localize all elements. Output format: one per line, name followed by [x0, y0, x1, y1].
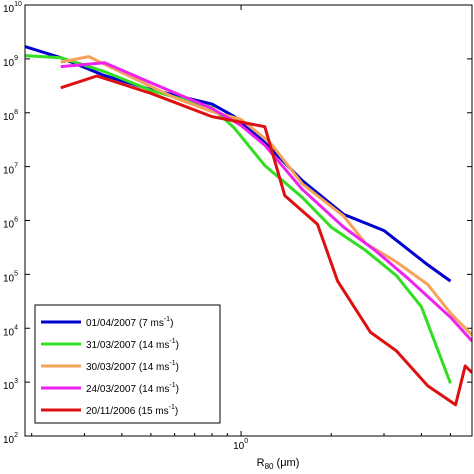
y-tick-label-exponent: 4 — [14, 324, 18, 331]
y-tick-label: 102 — [3, 432, 18, 446]
y-tick-label-base: 10 — [3, 327, 15, 338]
y-tick-label-base: 10 — [3, 435, 15, 446]
series-line-1 — [25, 45, 452, 283]
y-tick-label: 107 — [3, 163, 18, 177]
x-axis-label: R80 (μm) — [257, 457, 300, 471]
x-tick-label-base: 10 — [233, 441, 245, 452]
y-tick-label-base: 10 — [3, 112, 15, 123]
legend-label-text: 30/03/2007 (14 ms — [86, 362, 169, 373]
y-tick-label-exponent: 6 — [14, 217, 18, 224]
y-tick-label-base: 10 — [3, 273, 15, 284]
legend-label-text: 31/03/2007 (14 ms — [86, 340, 169, 351]
legend-label-text: 01/04/2007 (7 ms — [86, 318, 164, 329]
y-tick-label-base: 10 — [3, 166, 15, 177]
series-line-5 — [60, 74, 472, 407]
y-tick-label: 105 — [3, 270, 18, 284]
y-tick-label-exponent: 5 — [14, 270, 18, 277]
y-tick-label-exponent: 7 — [14, 163, 18, 170]
legend-label-end: ) — [176, 384, 179, 395]
legend-label-superscript: -1 — [169, 404, 175, 411]
x-tick-label: 100 — [233, 438, 248, 452]
y-tick-label: 108 — [3, 109, 18, 123]
x-axis-label-unit: (μm) — [273, 457, 299, 469]
legend-label-5: 20/11/2006 (15 ms-1) — [86, 404, 178, 417]
y-tick-label-exponent: 2 — [14, 432, 18, 439]
y-tick-label-exponent: 3 — [14, 378, 18, 385]
legend-label-text: 24/03/2007 (14 ms — [86, 384, 169, 395]
series-line-3 — [60, 55, 472, 337]
y-tick-label: 104 — [3, 324, 18, 338]
legend-label-2: 31/03/2007 (14 ms-1) — [86, 338, 179, 351]
y-tick-label: 103 — [3, 378, 18, 392]
series-line-2 — [25, 54, 452, 384]
legend-label-end: ) — [175, 406, 178, 417]
legend-label-4: 24/03/2007 (14 ms-1) — [86, 382, 179, 395]
y-tick-label: 1010 — [3, 1, 22, 15]
legend-label-end: ) — [176, 340, 179, 351]
legend-label-3: 30/03/2007 (14 ms-1) — [86, 360, 179, 373]
y-tick-label-base: 10 — [3, 4, 15, 15]
y-tick-label-exponent: 9 — [14, 55, 18, 62]
x-axis-label-subscript: 80 — [265, 462, 274, 471]
y-tick-label-exponent: 8 — [14, 109, 18, 116]
legend-label-superscript: -1 — [169, 382, 175, 389]
legend-label-text: 20/11/2006 (15 ms — [86, 406, 169, 417]
legend-label-end: ) — [176, 362, 179, 373]
legend-label-1: 01/04/2007 (7 ms-1) — [86, 316, 173, 329]
series-lines — [25, 45, 472, 407]
y-tick-label-base: 10 — [3, 220, 15, 231]
legend: 01/04/2007 (7 ms-1)31/03/2007 (14 ms-1)3… — [34, 304, 221, 424]
y-tick-label-exponent: 10 — [14, 1, 22, 8]
y-tick-label-base: 10 — [3, 381, 15, 392]
y-tick-label-base: 10 — [3, 58, 15, 69]
x-axis-label-main: R — [257, 457, 265, 469]
legend-label-end: ) — [170, 318, 173, 329]
series-line-4 — [60, 61, 472, 343]
legend-label-superscript: -1 — [169, 360, 175, 367]
legend-box — [34, 304, 221, 424]
legend-label-superscript: -1 — [169, 338, 175, 345]
x-tick-label-exponent: 0 — [244, 438, 248, 445]
y-tick-label: 109 — [3, 55, 18, 69]
plot-frame — [24, 4, 473, 437]
y-tick-label: 106 — [3, 217, 18, 231]
legend-label-superscript: -1 — [164, 316, 170, 323]
